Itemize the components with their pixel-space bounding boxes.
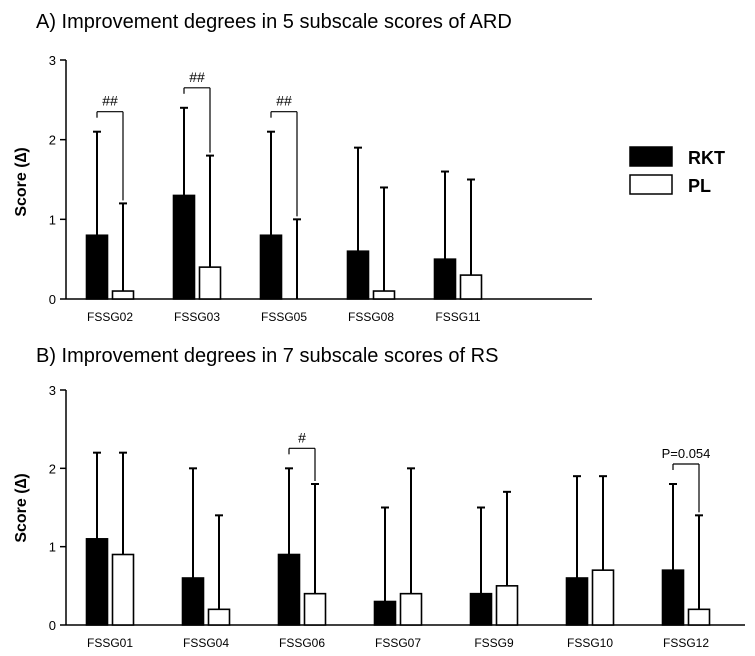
bar-rkt [565,577,589,626]
significance-label: ## [189,69,205,85]
x-tick-label: FSSG07 [375,636,421,650]
x-tick-label: FSSG04 [183,636,229,650]
bar-rkt [346,250,370,300]
y-tick-label: 2 [49,133,56,148]
bar-rkt [172,194,196,300]
bar-pl [459,274,483,300]
significance-label: ## [102,93,118,109]
y-tick-label: 2 [49,461,56,476]
legend-swatch-rkt [629,146,673,167]
bar-pl [207,608,231,626]
bar-pl [495,585,519,626]
bar-rkt [661,569,685,626]
panel-b-title: B) Improvement degrees in 7 subscale sco… [36,345,498,367]
y-tick-label: 3 [49,53,56,68]
panel-a-plot-area: 0 1 2 3 FSSG02 FSSG03 FSSG05 FSSG08 FSSG11 ## ## ## [49,53,592,324]
y-tick-label: 0 [49,292,56,307]
significance-label: # [298,429,306,445]
panel-a-title: A) Improvement degrees in 5 subscale sco… [36,11,512,33]
bar-pl [111,553,135,626]
y-tick-label: 1 [49,540,56,555]
y-tick-label: 1 [49,212,56,227]
x-tick-label: FSSG01 [87,636,133,650]
bar-pl [399,592,423,626]
bar-rkt [277,553,301,626]
panel-b-plot-area: 0 1 2 3 FSSG01 FSSG04 FSSG06 FSSG07 FSSG9 FSSG10 F… [49,383,745,650]
bar-rkt [259,234,283,300]
y-tick-label: 0 [49,618,56,633]
x-tick-label: FSSG05 [261,310,307,324]
legend: RKT PL [629,146,725,196]
x-tick-label: FSSG02 [87,310,133,324]
x-tick-label: FSSG12 [663,636,709,650]
x-tick-label: FSSG06 [279,636,325,650]
x-tick-label: FSSG11 [435,310,480,324]
bar-pl [198,266,222,300]
panel-b: B) Improvement degrees in 7 subscale sco… [13,345,745,650]
bar-rkt [433,258,457,300]
bar-rkt [85,538,109,626]
bar-pl [111,290,135,300]
panel-b-ylabel: Score (∆) [13,473,30,542]
x-tick-label: FSSG08 [348,310,394,324]
bar-rkt [373,600,397,626]
bar-rkt [181,577,205,626]
x-tick-label: FSSG10 [567,636,613,650]
significance-label: P=0.054 [662,446,711,461]
bar-rkt [85,234,109,300]
legend-label-pl: PL [688,176,711,196]
x-tick-label: FSSG03 [174,310,220,324]
bar-pl [303,592,327,626]
x-tick-label: FSSG9 [474,636,514,650]
legend-label-rkt: RKT [688,148,725,168]
panel-a: A) Improvement degrees in 5 subscale sco… [13,11,592,324]
bar-pl [591,569,615,626]
y-tick-label: 3 [49,383,56,398]
panel-a-ylabel: Score (∆) [13,147,30,216]
significance-label: ## [276,93,292,109]
bar-rkt [469,592,493,626]
bar-pl [687,608,711,626]
bar-pl [372,290,396,300]
legend-swatch-pl [629,174,673,195]
